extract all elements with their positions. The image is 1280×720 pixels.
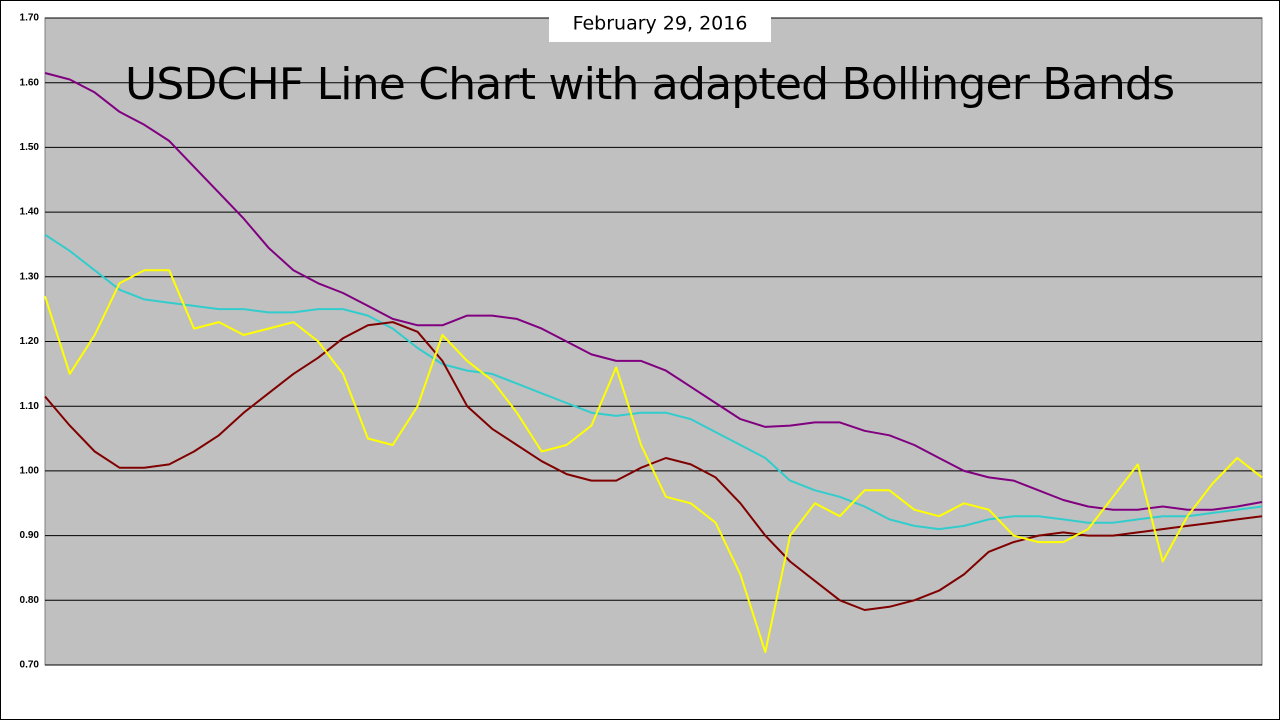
- y-tick-label: 0.70: [20, 660, 40, 671]
- y-tick-label: 1.00: [20, 466, 40, 477]
- y-tick-label: 1.50: [20, 142, 40, 153]
- y-tick-label: 1.10: [20, 401, 40, 412]
- y-tick-label: 1.60: [20, 77, 40, 88]
- series-line: [44, 72, 1263, 511]
- grid: [45, 17, 1262, 666]
- subtitle-box: [549, 5, 771, 42]
- series-group: [44, 72, 1263, 654]
- series-line: [44, 321, 1263, 611]
- series-line: [44, 233, 1263, 531]
- chart-title: USDCHF Line Chart with adapted Bollinger…: [125, 59, 1175, 110]
- y-tick-label: 1.20: [20, 336, 40, 347]
- y-tick-label: 1.40: [20, 207, 40, 218]
- series-line: [44, 269, 1263, 654]
- y-tick-label: 1.70: [20, 13, 40, 24]
- y-tick-label: 0.80: [20, 595, 40, 606]
- subtitle: February 29, 2016: [573, 13, 748, 35]
- y-tick-label: 0.90: [20, 530, 40, 541]
- y-tick-label: 1.30: [20, 271, 40, 282]
